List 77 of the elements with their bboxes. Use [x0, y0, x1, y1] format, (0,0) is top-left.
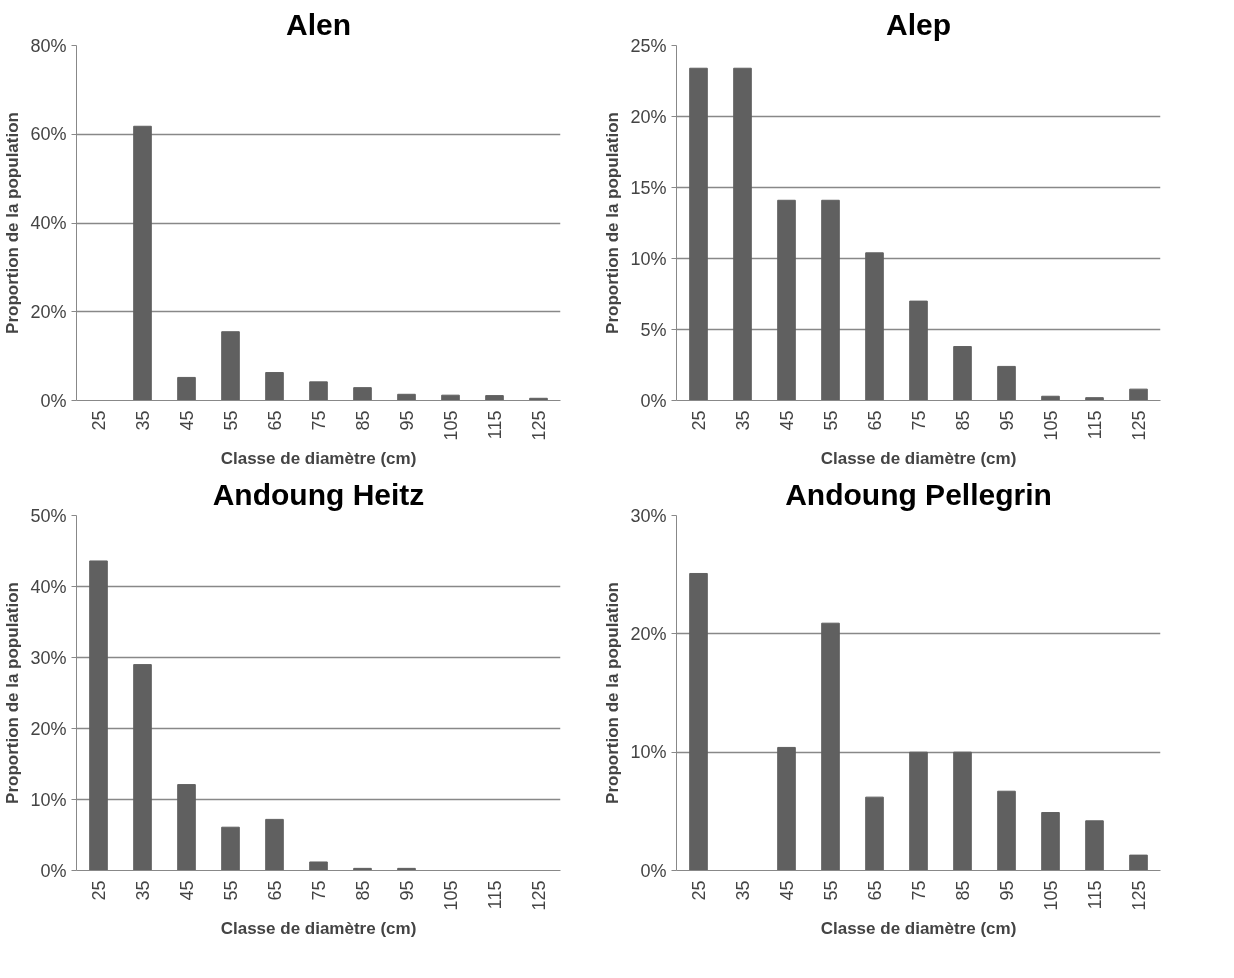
y-tick-label: 30% [30, 647, 67, 668]
y-tick-label: 60% [30, 124, 67, 145]
chart-title: Alep [886, 7, 952, 41]
y-tick-label: 0% [40, 390, 67, 411]
y-axis-title: Proportion de la population [603, 582, 623, 804]
x-tick-label: 75 [909, 410, 929, 431]
x-tick-label: 105 [441, 880, 461, 911]
x-tick-label: 125 [529, 880, 549, 911]
x-tick-label: 115 [485, 410, 505, 440]
x-tick-label: 105 [441, 410, 461, 441]
x-tick-label: 35 [733, 880, 753, 901]
y-tick-label: 30% [630, 505, 667, 526]
x-axis-title: Classe de diamètre (cm) [820, 448, 1017, 468]
x-tick-label: 45 [777, 880, 797, 901]
y-tick-label: 50% [30, 505, 67, 526]
x-tick-label: 45 [777, 410, 797, 431]
y-axis-title: Proportion de la population [3, 582, 23, 804]
x-tick-label: 65 [865, 880, 885, 901]
x-tick-label: 65 [265, 880, 285, 901]
x-tick-label: 45 [177, 410, 197, 431]
x-tick-label: 125 [1129, 880, 1149, 911]
x-tick-label: 55 [821, 410, 841, 431]
y-axis-title: Proportion de la population [603, 112, 623, 334]
y-tick-label: 20% [630, 623, 667, 644]
y-tick-label: 5% [640, 319, 667, 340]
x-axis-title: Classe de diamètre (cm) [820, 918, 1017, 938]
x-tick-label: 75 [309, 410, 329, 431]
x-tick-label: 125 [529, 410, 549, 441]
x-tick-label: 55 [821, 880, 841, 901]
y-tick-label: 10% [630, 248, 667, 269]
y-tick-label: 15% [630, 177, 667, 198]
y-tick-label: 0% [40, 860, 67, 881]
y-tick-label: 0% [640, 390, 667, 411]
x-tick-label: 115 [485, 880, 505, 910]
x-tick-label: 115 [1085, 410, 1105, 440]
x-tick-label: 85 [953, 410, 973, 431]
x-tick-label: 85 [353, 410, 373, 431]
x-tick-label: 25 [689, 880, 709, 901]
y-axis-title: Proportion de la population [3, 112, 23, 334]
x-tick-label: 105 [1041, 410, 1061, 441]
x-axis-title: Classe de diamètre (cm) [220, 448, 417, 468]
chart-title: Andoung Pellegrin [785, 477, 1052, 511]
y-tick-label: 20% [30, 301, 67, 322]
x-tick-label: 75 [909, 880, 929, 901]
x-tick-label: 25 [89, 880, 109, 901]
x-tick-label: 25 [689, 410, 709, 431]
x-axis-title: Classe de diamètre (cm) [220, 918, 417, 938]
x-tick-label: 55 [221, 880, 241, 901]
x-tick-label: 85 [953, 880, 973, 901]
y-tick-label: 20% [630, 106, 667, 127]
y-tick-label: 20% [30, 718, 67, 739]
x-tick-label: 75 [309, 880, 329, 901]
x-tick-label: 85 [353, 880, 373, 901]
chart-title: Alen [286, 7, 352, 41]
x-tick-label: 95 [997, 880, 1017, 901]
x-tick-label: 65 [265, 410, 285, 431]
x-tick-label: 35 [133, 410, 153, 431]
x-tick-label: 125 [1129, 410, 1149, 441]
y-tick-label: 10% [30, 789, 67, 810]
x-tick-label: 25 [89, 410, 109, 431]
x-tick-label: 55 [221, 410, 241, 431]
x-tick-label: 95 [397, 880, 417, 901]
y-tick-label: 80% [30, 35, 67, 56]
x-tick-label: 35 [133, 880, 153, 901]
y-tick-label: 25% [630, 35, 667, 56]
y-tick-label: 40% [30, 213, 67, 233]
x-tick-label: 35 [733, 410, 753, 431]
x-tick-label: 45 [177, 880, 197, 901]
x-tick-label: 95 [997, 410, 1017, 431]
y-tick-label: 10% [630, 742, 667, 763]
x-tick-label: 115 [1085, 880, 1105, 910]
y-tick-label: 40% [30, 576, 67, 597]
x-tick-label: 65 [865, 410, 885, 431]
x-tick-label: 105 [1041, 880, 1061, 911]
chart-title: Andoung Heitz [212, 477, 425, 511]
y-tick-label: 0% [640, 860, 667, 881]
x-tick-label: 95 [397, 410, 417, 431]
